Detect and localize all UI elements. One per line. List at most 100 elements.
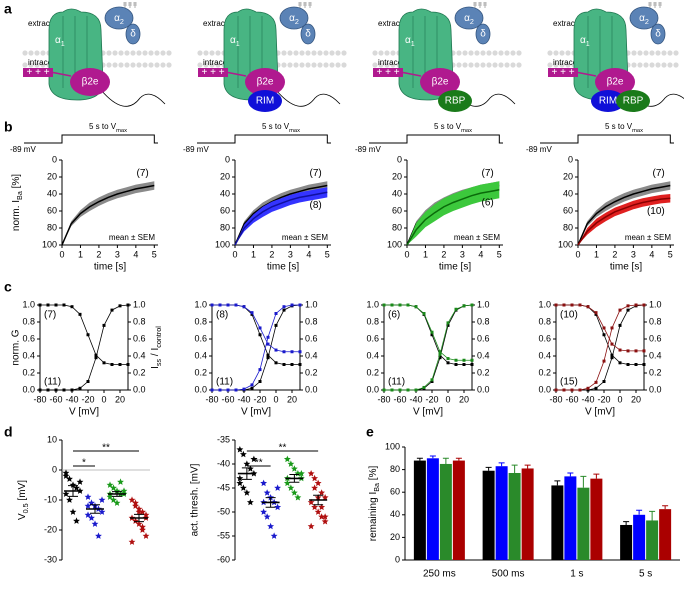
lipid [329, 62, 335, 68]
glycan [298, 2, 302, 8]
data-point [66, 475, 73, 482]
data-point [266, 353, 270, 357]
lipid [287, 62, 293, 68]
lipid [510, 62, 516, 68]
lipid [203, 62, 209, 68]
lipid [124, 62, 130, 68]
lipid [166, 62, 172, 68]
x-tick-label: 0 [232, 249, 237, 259]
y-tick-label: 60 [392, 205, 402, 215]
data-point [84, 511, 92, 518]
lipid [341, 62, 347, 68]
series-label: (7) [310, 168, 322, 179]
data-point [258, 368, 262, 372]
x-tick-label: -40 [65, 394, 78, 404]
y-tick-label: 0.4 [133, 350, 146, 360]
data-point [454, 358, 458, 362]
data-point [390, 303, 394, 307]
data-point [586, 305, 590, 309]
series-line [406, 189, 500, 246]
data-point [454, 307, 458, 311]
data-point [446, 361, 450, 365]
voltage-protocol [197, 134, 331, 144]
y-axis-label: norm. IBa [%] [11, 174, 25, 231]
series-label: (6) [388, 310, 400, 321]
bar [413, 460, 426, 560]
lipid [28, 62, 34, 68]
error-bar [649, 510, 656, 521]
data-point [62, 490, 70, 497]
y-tick-label: -60 [217, 554, 230, 564]
lipid [112, 50, 118, 56]
data-point [414, 305, 418, 309]
y-tick-label: 0.2 [133, 367, 146, 377]
label-part: α [55, 35, 61, 46]
y-tick-label: 0 [52, 154, 57, 164]
y-tick-label: 40 [563, 188, 573, 198]
label-part: α [289, 13, 295, 24]
lipid [112, 62, 118, 68]
lipid [384, 50, 390, 56]
data-point [73, 517, 80, 524]
data-point [110, 484, 117, 491]
lipid [559, 50, 565, 56]
y-tick-label: 0.8 [133, 316, 146, 326]
lipid [480, 50, 486, 56]
data-point [290, 303, 294, 307]
sem-bar [90, 504, 100, 514]
error-bar [593, 473, 600, 479]
x-axis-label: time [s] [610, 262, 642, 273]
x-tick-label: -20 [425, 394, 438, 404]
data-point [210, 303, 214, 307]
lipid [197, 50, 203, 56]
lipid [649, 62, 655, 68]
data-point [250, 383, 254, 387]
data-point [282, 308, 286, 312]
x-tick-label: 20 [459, 394, 469, 404]
data-point [84, 493, 92, 500]
data-point [139, 526, 146, 533]
data-point [135, 508, 143, 515]
data-point [234, 303, 238, 307]
binding-partner [591, 90, 625, 112]
series-label: (8) [216, 310, 228, 321]
delta-label: δ [130, 29, 136, 40]
data-point [250, 455, 258, 463]
data-point [642, 303, 646, 307]
y-tick-label: 0 [395, 554, 400, 564]
data-point [462, 363, 466, 366]
data-point [298, 350, 302, 354]
linker [577, 71, 597, 77]
sem-bar [289, 474, 300, 483]
data-point [318, 489, 326, 496]
lipid [474, 50, 480, 56]
y-tick-label: 80 [47, 222, 57, 232]
alpha2-label: α2 [289, 13, 299, 27]
glycan [123, 2, 127, 8]
data-point [274, 323, 278, 327]
data-point [54, 303, 58, 307]
data-point [294, 494, 302, 501]
data-point [139, 523, 146, 530]
y-tick-label: 1.0 [538, 299, 551, 309]
data-point [470, 363, 474, 366]
charges: + + + [376, 67, 399, 78]
data-point [446, 323, 450, 327]
data-point [610, 342, 614, 346]
lipid [329, 50, 335, 56]
y-tick-label: 0 [52, 464, 57, 474]
x-tick-label: -80 [205, 394, 218, 404]
y-tick-label: 0.0 [22, 384, 35, 394]
data-point [62, 388, 66, 392]
lipid [293, 62, 299, 68]
alpha2-subunit [279, 6, 309, 30]
x-tick-label: -20 [253, 394, 266, 404]
data-point [218, 303, 222, 307]
y2-axis-label: Iss / Icontrol [150, 326, 164, 369]
x-tick-label: 0 [59, 249, 64, 259]
data-point [438, 350, 442, 354]
lipid [378, 50, 384, 56]
data-point [554, 303, 558, 307]
lipid [215, 62, 221, 68]
x-tick-label: 20 [287, 394, 297, 404]
